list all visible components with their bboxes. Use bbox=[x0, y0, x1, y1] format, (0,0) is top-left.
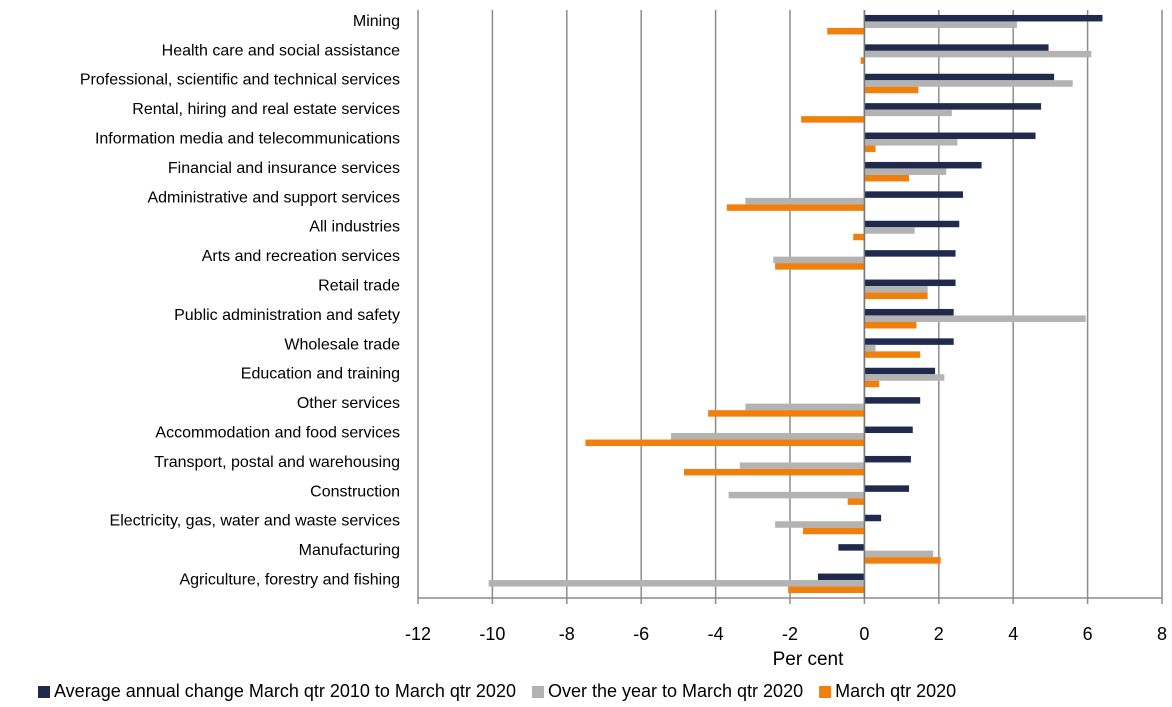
bar bbox=[864, 338, 954, 345]
y-tick-label: Information media and telecommunications bbox=[95, 131, 400, 148]
y-tick-label: Administrative and support services bbox=[147, 189, 400, 206]
bar bbox=[803, 527, 865, 535]
legend-label: Average annual change March qtr 2010 to … bbox=[54, 681, 516, 701]
bar bbox=[827, 27, 865, 35]
bar bbox=[864, 455, 911, 463]
bar bbox=[864, 168, 947, 175]
y-tick-label: Construction bbox=[310, 483, 400, 500]
bar bbox=[864, 145, 876, 153]
y-tick-label: Health care and social assistance bbox=[162, 42, 400, 59]
x-tick-label: -8 bbox=[559, 624, 575, 644]
x-tick-label: 4 bbox=[1008, 624, 1018, 644]
bar bbox=[864, 485, 910, 492]
bar bbox=[775, 521, 865, 528]
y-tick-label: All industries bbox=[309, 219, 400, 236]
y-tick-label: Public administration and safety bbox=[174, 307, 400, 324]
bar bbox=[864, 139, 958, 146]
x-tick-label: -6 bbox=[633, 624, 649, 644]
y-tick-label: Other services bbox=[297, 395, 400, 412]
bar bbox=[864, 397, 921, 404]
bar bbox=[864, 220, 960, 228]
bar bbox=[864, 73, 1055, 81]
bar bbox=[745, 197, 865, 205]
y-tick-label: Education and training bbox=[241, 366, 400, 383]
bar bbox=[585, 439, 865, 447]
bar bbox=[864, 191, 963, 198]
bar bbox=[864, 367, 936, 375]
y-tick-label: Professional, scientific and technical s… bbox=[80, 72, 400, 89]
legend-swatch bbox=[819, 686, 832, 698]
y-tick-label: Agriculture, forestry and fishing bbox=[179, 572, 400, 589]
bar bbox=[864, 374, 945, 381]
bar bbox=[853, 233, 865, 241]
x-tick-label: 0 bbox=[859, 624, 869, 644]
y-tick-label: Retail trade bbox=[318, 278, 400, 295]
bar bbox=[864, 161, 982, 169]
x-tick-label: -12 bbox=[405, 624, 431, 644]
bar bbox=[788, 586, 865, 594]
bar bbox=[864, 109, 952, 117]
legend-swatch bbox=[531, 686, 544, 698]
bar bbox=[864, 21, 1017, 28]
x-tick-label: -10 bbox=[479, 624, 505, 644]
bar bbox=[864, 286, 928, 293]
bar bbox=[864, 292, 928, 300]
bar bbox=[860, 57, 865, 64]
x-tick-label: -4 bbox=[708, 624, 724, 644]
bar bbox=[864, 279, 956, 287]
x-tick-label: 8 bbox=[1157, 624, 1167, 644]
y-tick-label: Manufacturing bbox=[299, 542, 400, 559]
bar bbox=[726, 204, 865, 211]
bar bbox=[864, 103, 1042, 110]
bar bbox=[728, 491, 865, 499]
bar bbox=[708, 410, 865, 417]
bar bbox=[864, 426, 913, 434]
y-tick-label: Accommodation and food services bbox=[155, 425, 400, 442]
bar bbox=[488, 580, 865, 587]
x-tick-label: 6 bbox=[1083, 624, 1093, 644]
bar bbox=[864, 44, 1049, 51]
bar bbox=[864, 315, 1086, 322]
bar bbox=[847, 498, 865, 505]
bar bbox=[670, 433, 865, 440]
bar bbox=[864, 14, 1103, 22]
bar bbox=[817, 573, 865, 581]
bar bbox=[745, 403, 865, 411]
bar bbox=[864, 321, 917, 329]
bar bbox=[864, 557, 941, 564]
bar bbox=[801, 116, 865, 123]
bar bbox=[864, 50, 1092, 58]
legend-swatch bbox=[38, 686, 50, 698]
y-tick-label: Electricity, gas, water and waste servic… bbox=[110, 513, 400, 530]
bar bbox=[864, 174, 910, 182]
bar bbox=[773, 256, 865, 264]
bar bbox=[864, 514, 882, 522]
bar bbox=[739, 462, 865, 469]
x-tick-label: -2 bbox=[782, 624, 798, 644]
bar bbox=[864, 550, 934, 558]
bar bbox=[864, 227, 915, 234]
x-axis-title: Per cent bbox=[773, 649, 844, 670]
y-tick-label: Financial and insurance services bbox=[168, 160, 400, 177]
bar bbox=[864, 80, 1073, 87]
legend-label: March qtr 2020 bbox=[835, 681, 956, 701]
legend-label: Over the year to March qtr 2020 bbox=[548, 681, 803, 701]
bar bbox=[864, 344, 876, 352]
bar bbox=[864, 351, 921, 358]
y-tick-label: Arts and recreation services bbox=[202, 248, 400, 265]
y-tick-label: Rental, hiring and real estate services bbox=[132, 101, 400, 118]
bar bbox=[864, 86, 919, 94]
bar bbox=[864, 308, 954, 316]
bar bbox=[775, 263, 865, 270]
bar bbox=[683, 468, 865, 476]
y-tick-label: Mining bbox=[353, 13, 400, 30]
x-tick-label: 2 bbox=[934, 624, 944, 644]
bar bbox=[864, 250, 956, 257]
y-tick-label: Transport, postal and warehousing bbox=[154, 454, 400, 471]
bar bbox=[864, 380, 880, 388]
bar bbox=[864, 132, 1036, 140]
bar bbox=[838, 544, 865, 551]
y-tick-label: Wholesale trade bbox=[284, 336, 400, 353]
